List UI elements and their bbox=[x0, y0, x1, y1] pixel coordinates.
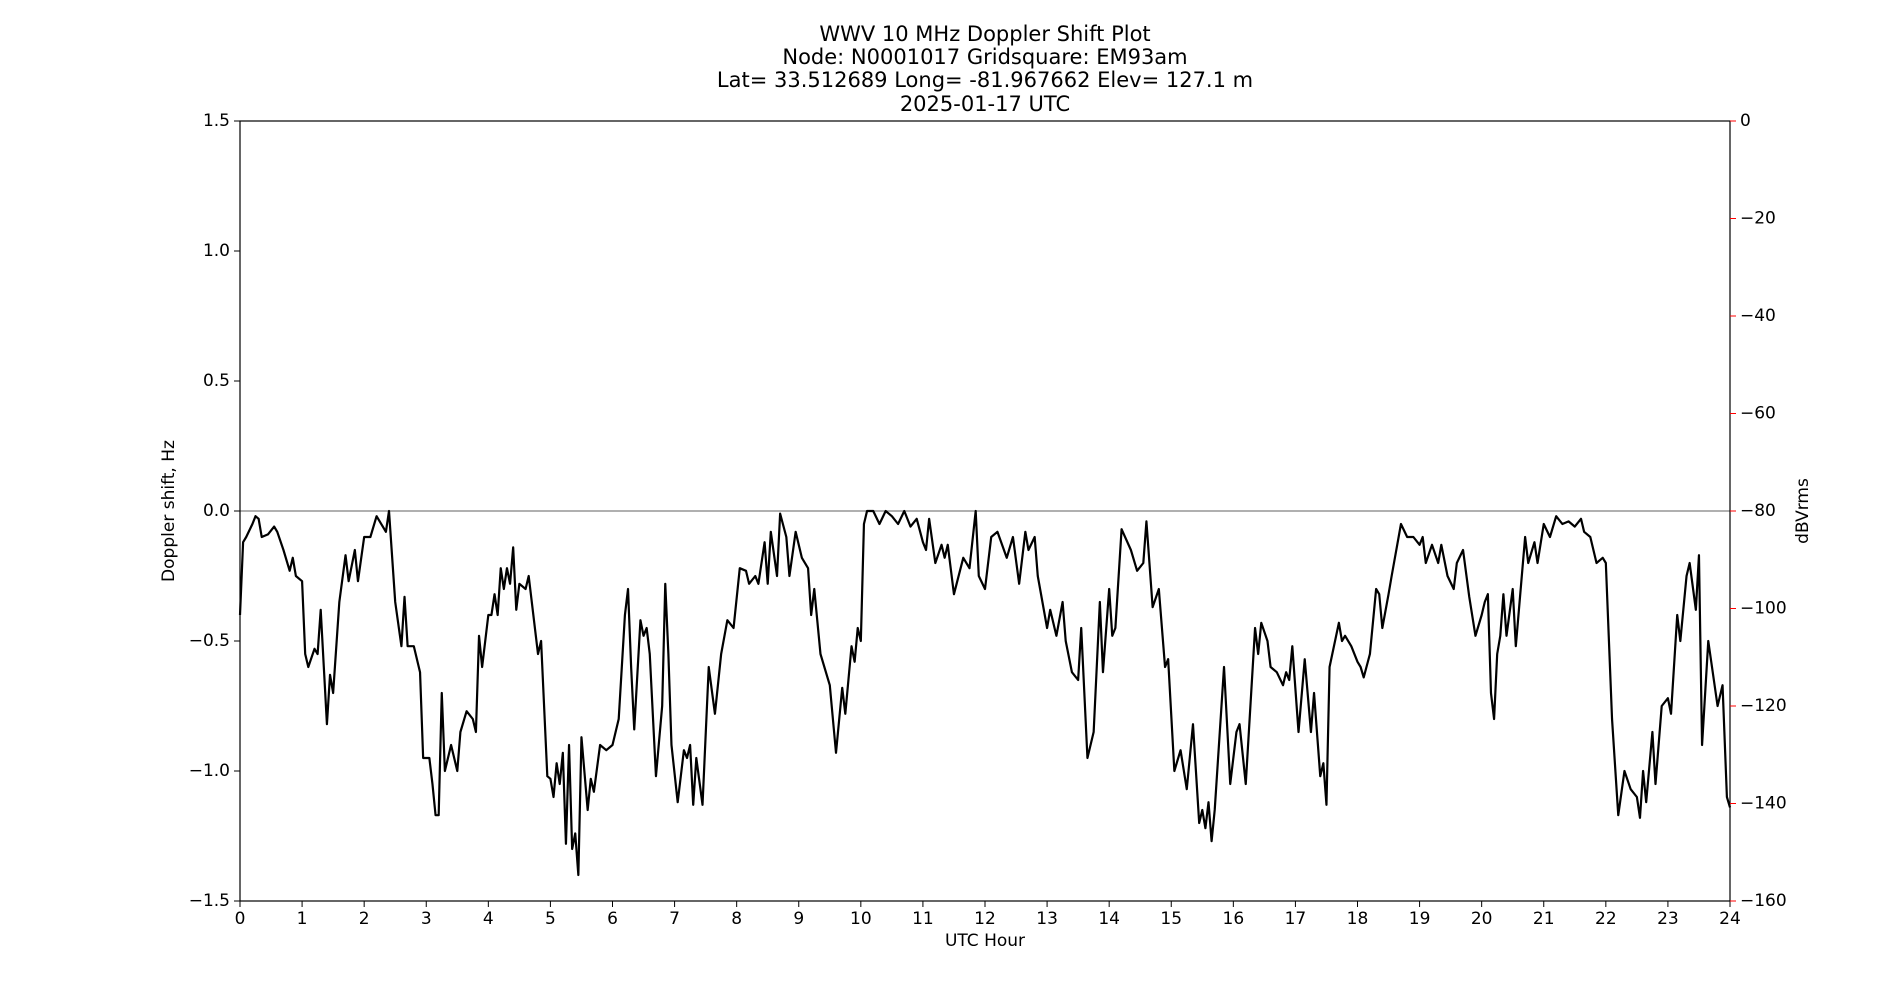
x-tick-label: 9 bbox=[793, 909, 804, 929]
x-axis-label: UTC Hour bbox=[945, 931, 1025, 951]
y2-tick-label: −40 bbox=[1740, 306, 1776, 326]
x-tick-label: 13 bbox=[1036, 909, 1058, 929]
x-tick-label: 10 bbox=[850, 909, 872, 929]
x-tick-label: 23 bbox=[1657, 909, 1679, 929]
chart-subtitle: 2025-01-17 UTC bbox=[900, 92, 1070, 116]
x-tick-label: 1 bbox=[297, 909, 308, 929]
x-tick-label: 4 bbox=[483, 909, 494, 929]
x-tick-label: 24 bbox=[1719, 909, 1741, 929]
y-tick-label: −1.5 bbox=[189, 891, 230, 911]
y2-tick-label: −120 bbox=[1740, 696, 1787, 716]
x-tick-label: 3 bbox=[421, 909, 432, 929]
y2-tick-label: −160 bbox=[1740, 891, 1787, 911]
x-tick-label: 7 bbox=[669, 909, 680, 929]
chart-subtitle: Node: N0001017 Gridsquare: EM93am bbox=[782, 45, 1187, 69]
x-tick-label: 5 bbox=[545, 909, 556, 929]
x-tick-label: 6 bbox=[607, 909, 618, 929]
x-tick-label: 14 bbox=[1098, 909, 1120, 929]
x-tick-label: 19 bbox=[1409, 909, 1431, 929]
x-tick-label: 12 bbox=[974, 909, 996, 929]
y-axis-label: Doppler shift, Hz bbox=[159, 440, 179, 582]
y-tick-label: 1.5 bbox=[203, 111, 230, 131]
x-tick-label: 11 bbox=[912, 909, 934, 929]
x-tick-label: 0 bbox=[235, 909, 246, 929]
chart-subtitle: Lat= 33.512689 Long= -81.967662 Elev= 12… bbox=[717, 68, 1253, 92]
x-tick-label: 22 bbox=[1595, 909, 1617, 929]
data-line bbox=[238, 509, 1732, 877]
y2-tick-label: −100 bbox=[1740, 599, 1787, 619]
x-tick-label: 8 bbox=[731, 909, 742, 929]
x-tick-label: 16 bbox=[1223, 909, 1245, 929]
x-tick-label: 17 bbox=[1285, 909, 1307, 929]
x-tick-label: 2 bbox=[359, 909, 370, 929]
y2-tick-label: −80 bbox=[1740, 501, 1776, 521]
x-tick-label: 21 bbox=[1533, 909, 1555, 929]
chart-title: WWV 10 MHz Doppler Shift Plot bbox=[819, 22, 1150, 46]
y2-tick-label: −60 bbox=[1740, 404, 1776, 424]
y2-tick-label: −20 bbox=[1740, 209, 1776, 229]
y2-tick-label: −140 bbox=[1740, 794, 1787, 814]
y2-axis-label: dBVrms bbox=[1793, 478, 1813, 544]
y2-tick-label: 0 bbox=[1740, 111, 1751, 131]
y-tick-label: −0.5 bbox=[189, 631, 230, 651]
y-tick-label: 1.0 bbox=[203, 241, 230, 261]
y-tick-label: 0.5 bbox=[203, 371, 230, 391]
y-tick-label: −1.0 bbox=[189, 761, 230, 781]
x-tick-label: 18 bbox=[1347, 909, 1369, 929]
x-tick-label: 20 bbox=[1471, 909, 1493, 929]
y-tick-label: 0.0 bbox=[203, 501, 230, 521]
x-tick-label: 15 bbox=[1160, 909, 1182, 929]
